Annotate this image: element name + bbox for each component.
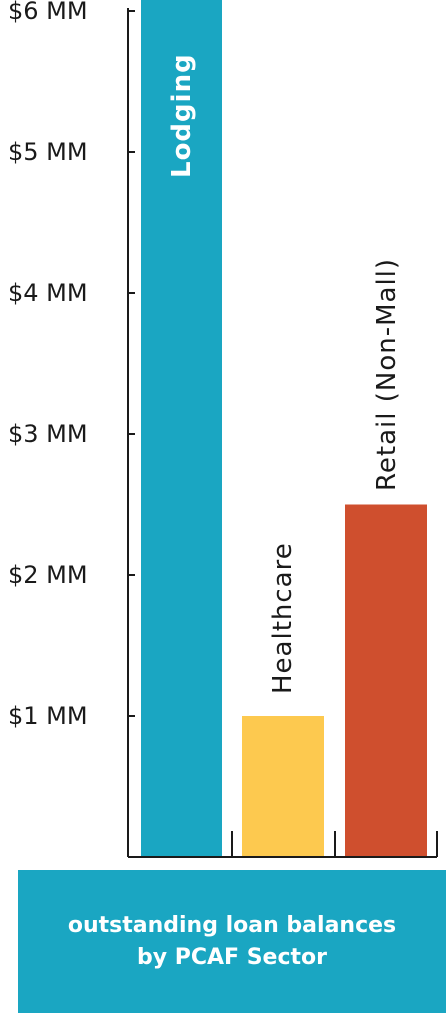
bar-healthcare [242, 716, 324, 857]
chart-caption: outstanding loan balances by PCAF Sector [18, 870, 446, 1013]
bars [141, 0, 427, 858]
bar-lodging [141, 0, 222, 858]
bar-label-lodging: Lodging [167, 53, 197, 178]
x-axis-bracket [127, 831, 438, 858]
bar-labels: Lodging Healthcare Retail (Non-Mall) [167, 53, 402, 694]
y-tick-label: $2 MM [8, 561, 88, 589]
bar-chart: $1 MM $2 MM $3 MM $4 MM $5 MM $6 MM Lodging He… [8, 0, 438, 858]
bar-retail-non-mall [345, 504, 427, 857]
caption-line-2: by PCAF Sector [136, 944, 328, 970]
bar-label-healthcare: Healthcare [268, 542, 298, 694]
y-tick-label: $4 MM [8, 279, 88, 307]
y-axis: $1 MM $2 MM $3 MM $4 MM $5 MM $6 MM [8, 0, 135, 857]
y-tick-label: $1 MM [8, 702, 88, 730]
caption-line-1: outstanding loan balances [67, 912, 397, 938]
y-tick-label: $5 MM [8, 138, 88, 166]
y-tick-label: $3 MM [8, 420, 88, 448]
bar-label-retail-non-mall: Retail (Non-Mall) [372, 258, 402, 491]
y-tick-label: $6 MM [8, 0, 88, 25]
